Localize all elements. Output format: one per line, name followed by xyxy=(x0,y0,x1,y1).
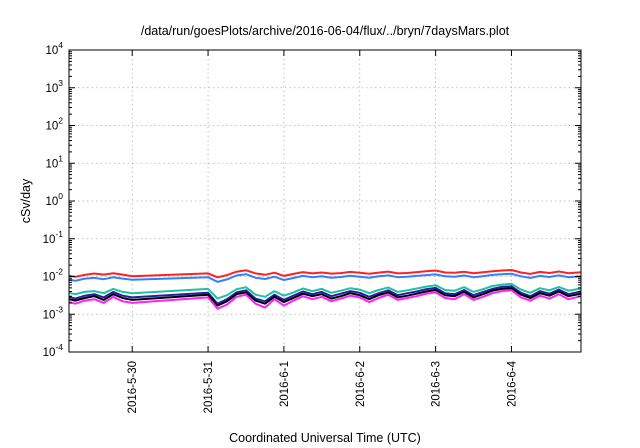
y-tick-label: 102 xyxy=(45,116,63,133)
series-lines xyxy=(68,269,582,310)
y-tick-labels: 10-4 10-3 10-2 10-1 100 101 102 103 104 xyxy=(43,40,64,359)
y-tick-label: 10-3 xyxy=(43,304,64,321)
x-axis-label: Coordinated Universal Time (UTC) xyxy=(229,431,421,445)
y-tick-label: 100 xyxy=(45,191,63,208)
y-tick-label: 104 xyxy=(45,40,63,57)
x-tick-label: 2016-5-30 xyxy=(127,361,139,413)
axis-ticks xyxy=(69,49,581,353)
y-tick-label: 101 xyxy=(45,153,63,170)
series-line xyxy=(68,289,582,310)
y-tick-label: 10-1 xyxy=(43,229,64,246)
y-tick-label: 103 xyxy=(45,78,63,95)
series-line xyxy=(68,285,582,305)
series-line xyxy=(68,272,582,283)
x-tick-labels: 2016-5-30 2016-5-31 2016-6-1 2016-6-2 2016-6… xyxy=(127,360,518,413)
x-tick-label: 2016-6-3 xyxy=(431,361,443,407)
x-tick-label: 2016-6-2 xyxy=(355,361,367,407)
y-axis-label: cSv/day xyxy=(19,178,33,223)
x-tick-label: 2016-6-4 xyxy=(506,360,518,407)
y-tick-label: 10-4 xyxy=(43,342,64,359)
series-line xyxy=(68,282,582,300)
y-tick-label: 10-2 xyxy=(43,267,64,284)
series-line xyxy=(68,269,582,279)
chart-title: /data/run/goesPlots/archive/2016-06-04/f… xyxy=(141,24,510,38)
x-tick-label: 2016-5-31 xyxy=(203,361,215,413)
grid-lines xyxy=(69,50,581,352)
series-line xyxy=(68,287,582,307)
x-tick-label: 2016-6-1 xyxy=(279,361,291,407)
